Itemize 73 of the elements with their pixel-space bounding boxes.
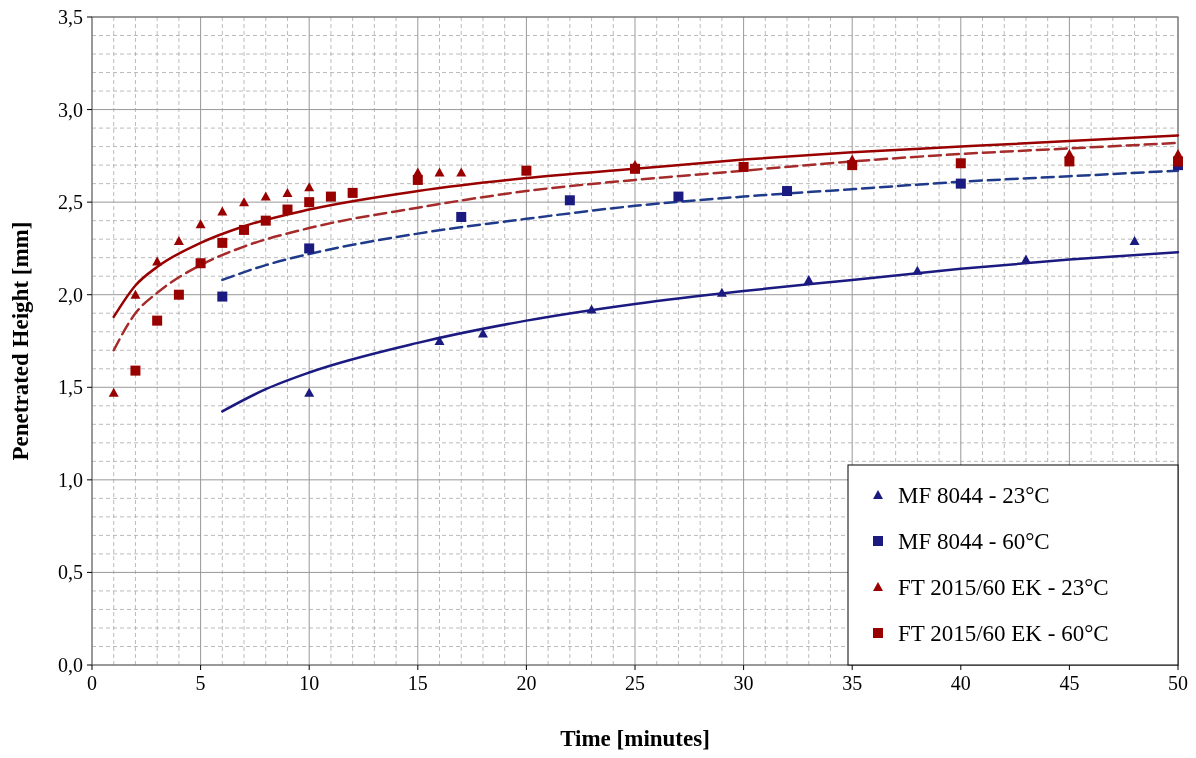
x-tick-label: 10 [299,672,320,694]
x-tick-label: 20 [516,672,537,694]
point [1173,156,1183,167]
line-series [112,134,1180,319]
legend-label: FT 2015/60 EK - 23°C [898,575,1109,601]
y-tick-label: 1,5 [58,376,83,399]
point [217,237,228,248]
point [239,224,250,235]
point [282,204,293,215]
y-axis-title: Penetrated Height [mm] [8,221,33,461]
point [955,178,966,189]
point [173,236,184,246]
point [955,158,966,169]
point [564,195,575,206]
point [130,365,141,376]
point [195,258,206,269]
point [912,265,923,275]
x-tick-label: 0 [87,672,97,694]
line-series [221,250,1180,413]
y-tick-label: 0,5 [58,561,83,584]
point [521,165,532,176]
point [260,191,271,201]
point [304,182,315,192]
point [108,387,119,397]
point [1064,156,1075,167]
point [304,243,315,254]
point [325,191,336,202]
point [130,289,141,299]
y-tick-label: 3,0 [58,98,83,121]
x-tick-label: 40 [950,672,971,694]
point [434,336,445,345]
x-axis-title: Time [minutes] [560,726,710,751]
point [217,291,228,302]
point [239,197,250,207]
x-tick-label: 5 [195,672,206,694]
y-tick-label: 2,0 [58,283,83,306]
y-tick-label: 2,5 [58,191,83,214]
point [434,167,445,177]
point [673,191,684,202]
legend-label: FT 2015/60 EK - 60°C [898,621,1109,647]
legend-label: MF 8044 - 23°C [898,483,1050,509]
point [716,287,727,297]
point [412,174,423,185]
point [347,187,358,198]
point [304,197,315,208]
point [282,187,293,197]
point [1020,254,1031,264]
x-tick-label: 30 [733,672,754,694]
y-tick-label: 1,0 [58,468,83,491]
x-tick-label: 45 [1059,672,1080,694]
point [456,167,467,177]
point [782,186,793,197]
x-tick-label: 50 [1168,672,1188,694]
x-tick-label: 35 [842,672,863,694]
point [152,315,163,326]
y-tick-label: 0,0 [58,654,83,676]
point [456,211,467,222]
point [304,387,315,397]
y-tick-label: 3,5 [58,6,83,28]
point [586,304,597,314]
legend-label: MF 8044 - 60°C [898,529,1050,555]
point [738,161,749,172]
point [217,206,228,216]
point [260,215,271,226]
point [173,289,184,300]
point [1129,236,1140,246]
x-tick-label: 15 [407,672,428,694]
point [630,163,640,174]
point [847,160,858,171]
x-tick-label: 25 [625,672,645,694]
point [803,274,814,284]
point [152,256,163,266]
point [195,219,206,229]
